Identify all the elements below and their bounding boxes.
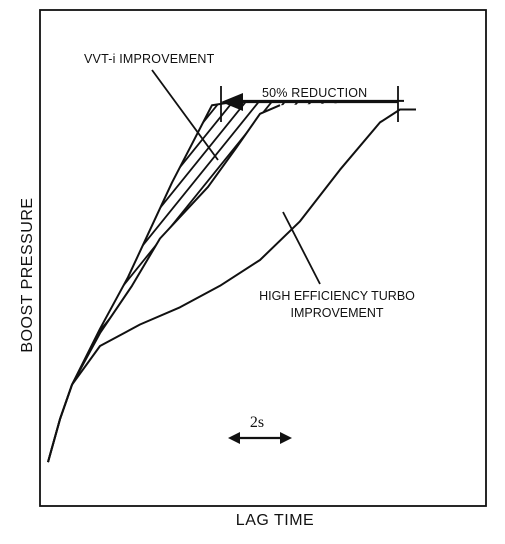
- vvti-leader-line: [151, 69, 219, 161]
- time-scale-label: 2s: [249, 414, 265, 431]
- hatch-line: [48, 100, 329, 463]
- hatch-line: [48, 100, 404, 463]
- hatch-line: [401, 100, 404, 463]
- hatch-line: [63, 100, 404, 463]
- hatch-line: [89, 100, 404, 463]
- hatch-line: [232, 100, 404, 463]
- hatch-line: [388, 100, 404, 463]
- hatch-line: [258, 100, 404, 463]
- hatch-line: [336, 100, 404, 463]
- hatch-line: [415, 0, 505, 520]
- hatch-line: [167, 100, 404, 463]
- hatch-line: [362, 100, 404, 463]
- hatch-line: [206, 100, 404, 463]
- reduction-label: 50% REDUCTION: [262, 86, 368, 100]
- hatch-line: [493, 0, 505, 520]
- reduction-arrowhead-icon: [221, 93, 243, 111]
- scale-arrow-left-icon: [228, 432, 240, 444]
- hatch-line: [454, 0, 505, 520]
- hatch-line: [115, 100, 404, 463]
- hatch-line: [48, 100, 404, 463]
- hatch-line: [48, 100, 381, 463]
- x-axis-label: LAG TIME: [235, 512, 315, 529]
- hatch-line: [323, 100, 404, 463]
- vvti-improvement-label: VVT-i IMPROVEMENT: [84, 52, 215, 66]
- hatch-line: [284, 100, 404, 463]
- hatch-line: [48, 100, 368, 463]
- hatch-line: [48, 100, 394, 463]
- hatch-line: [102, 100, 404, 463]
- y-axis-label: BOOST PRESSURE: [19, 197, 36, 353]
- hatch-line: [48, 100, 342, 463]
- hatch-line: [349, 100, 404, 463]
- hatch-line: [428, 0, 505, 520]
- hatch-line: [48, 100, 404, 463]
- plot-frame: [39, 9, 487, 507]
- hatch-line: [480, 0, 505, 520]
- hatch-line: [141, 100, 404, 463]
- hatch-line: [154, 100, 404, 463]
- hatch-line: [193, 100, 404, 463]
- turbo-leader-line: [282, 211, 321, 285]
- hatch-line: [310, 100, 404, 463]
- vvti-improvement-hatch-area: [48, 0, 505, 520]
- hatch-line: [128, 100, 404, 463]
- hatch-line: [441, 0, 505, 520]
- turbo-improvement-label: HIGH EFFICIENCY TURBO IMPROVEMENT: [259, 289, 415, 320]
- turbo-improved-boost-curve: [47, 104, 281, 463]
- hatch-line: [297, 100, 404, 463]
- hatch-line: [76, 100, 404, 463]
- hatch-line: [180, 100, 404, 463]
- scale-arrow-right-icon: [280, 432, 292, 444]
- hatch-line: [245, 100, 404, 463]
- hatch-line: [48, 100, 404, 463]
- hatch-line: [219, 100, 404, 463]
- hatch-line: [48, 100, 404, 463]
- hatch-line: [48, 100, 355, 463]
- baseline-boost-curve: [47, 108, 416, 463]
